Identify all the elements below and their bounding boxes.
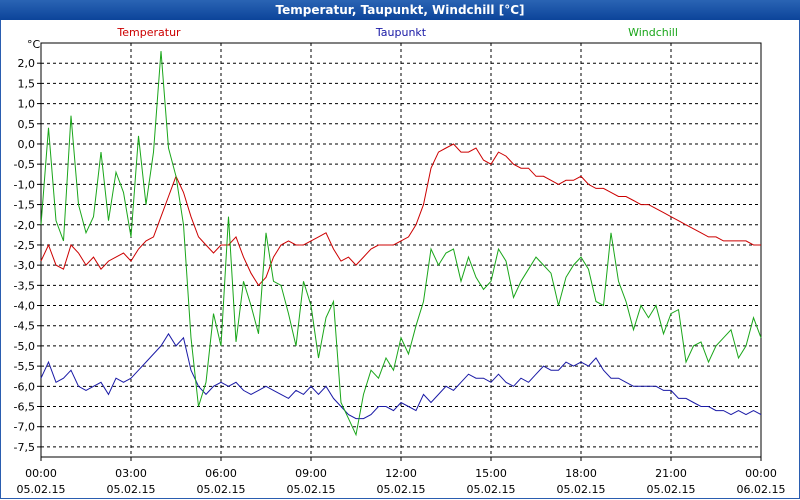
y-tick-label: -2,5 — [14, 239, 35, 252]
x-tick-date-label: 05.02.15 — [17, 483, 66, 496]
x-tick-time-label: 09:00 — [295, 467, 327, 480]
legend-temperatur: Temperatur — [116, 26, 181, 39]
y-tick-label: -4,0 — [14, 300, 35, 313]
y-tick-label: -1,0 — [14, 178, 35, 191]
x-tick-date-label: 05.02.15 — [197, 483, 246, 496]
chart-frame: °C 2,0 1,5 1,0 0,5 0,0 -0,5 -1,0 -1,5 -2,0 -2,5 -3,… — [0, 20, 800, 499]
x-tick-date-label: 05.02.15 — [377, 483, 426, 496]
legend: Temperatur Taupunkt Windchill — [116, 26, 678, 39]
window-title: Temperatur, Taupunkt, Windchill [°C] — [0, 0, 800, 20]
chart-grid — [41, 43, 761, 457]
x-tick-time-label: 03:00 — [115, 467, 147, 480]
y-tick-label: 0,5 — [18, 118, 36, 131]
x-tick-time-label: 12:00 — [385, 467, 417, 480]
series-line-windchill — [40, 51, 762, 437]
y-tick-label: -7,5 — [14, 441, 35, 454]
x-tick-time-label: 00:00 — [25, 467, 57, 480]
y-tick-label: -3,5 — [14, 279, 35, 292]
y-tick-label: -1,5 — [14, 199, 35, 212]
y-tick-label: 1,5 — [18, 77, 36, 90]
y-tick-label: -6,5 — [14, 401, 35, 414]
legend-taupunkt: Taupunkt — [375, 26, 427, 39]
x-tick-date-label: 05.02.15 — [107, 483, 156, 496]
x-tick-time-label: 15:00 — [475, 467, 507, 480]
x-tick-date-label: 05.02.15 — [287, 483, 336, 496]
y-tick-label: 1,0 — [18, 98, 36, 111]
y-tick-label: -4,5 — [14, 320, 35, 333]
y-tick-label: -0,5 — [14, 158, 35, 171]
series-line-temperatur — [40, 143, 761, 287]
x-tick-date-label: 05.02.15 — [467, 483, 516, 496]
y-tick-label: -6,0 — [14, 380, 35, 393]
x-tick-date-label: 06.02.15 — [737, 483, 786, 496]
x-tick-time-label: 06:00 — [205, 467, 237, 480]
y-tick-label: -2,0 — [14, 219, 35, 232]
y-tick-label: -7,0 — [14, 421, 35, 434]
y-tick-label: -5,5 — [14, 360, 35, 373]
y-tick-label: -3,0 — [14, 259, 35, 272]
y-tick-label: -5,0 — [14, 340, 35, 353]
y-axis-unit-label: °C — [27, 38, 41, 51]
y-tick-label: 0,0 — [18, 138, 36, 151]
chart-series — [40, 51, 762, 437]
x-axis: 00:00 05.02.15 03:00 05.02.15 06:00 05.02.15 0… — [17, 457, 786, 496]
chart: °C 2,0 1,5 1,0 0,5 0,0 -0,5 -1,0 -1,5 -2,0 -2,5 -3,… — [14, 26, 786, 496]
x-tick-time-label: 18:00 — [565, 467, 597, 480]
x-tick-date-label: 05.02.15 — [647, 483, 696, 496]
x-tick-date-label: 05.02.15 — [557, 483, 606, 496]
legend-windchill: Windchill — [628, 26, 678, 39]
series-line-taupunkt — [40, 332, 762, 420]
y-axis: °C 2,0 1,5 1,0 0,5 0,0 -0,5 -1,0 -1,5 -2,0 -2,5 -3,… — [14, 38, 41, 454]
x-tick-time-label: 21:00 — [655, 467, 687, 480]
x-tick-time-label: 00:00 — [745, 467, 777, 480]
y-tick-label: 2,0 — [18, 57, 36, 70]
